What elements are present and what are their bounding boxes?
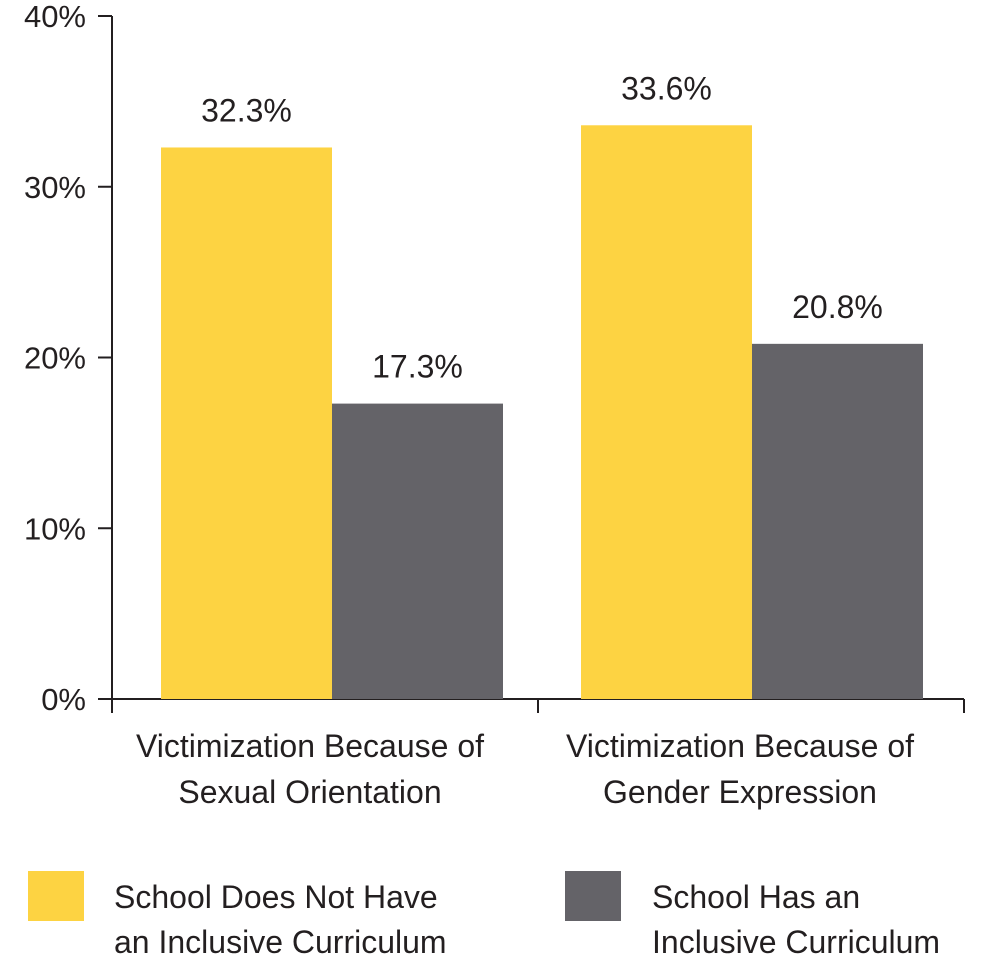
chart-bars (161, 125, 923, 700)
data-label: 33.6% (621, 70, 712, 106)
chart-data-labels: 32.3% 33.6% 17.3% 20.8% (201, 70, 883, 384)
chart-axes: 0% 10% 20% 30% 40% Victimization Because of Se… (24, 0, 965, 810)
chart-legend: School Does Not Have an Inclusive Curricu… (28, 871, 940, 960)
bar-inclusive-2 (752, 343, 923, 699)
x-category-label: Gender Expression (603, 774, 877, 810)
legend-label: School Has an (652, 879, 860, 915)
bar-inclusive-1 (332, 403, 503, 699)
legend-label: an Inclusive Curriculum (114, 924, 447, 960)
y-tick-label: 40% (24, 0, 86, 34)
legend-label: School Does Not Have (114, 879, 438, 915)
legend-swatch (28, 871, 84, 921)
bar-no-inclusive-2 (581, 125, 752, 699)
legend-swatch (565, 871, 621, 921)
x-category-label: Sexual Orientation (178, 774, 441, 810)
y-tick-label: 0% (41, 682, 86, 717)
y-tick-label: 10% (24, 511, 86, 546)
bar-no-inclusive-1 (161, 147, 332, 700)
data-label: 32.3% (201, 92, 292, 128)
legend-label: Inclusive Curriculum (652, 924, 940, 960)
x-category-label: Victimization Because of (566, 728, 914, 764)
x-category-label: Victimization Because of (136, 728, 484, 764)
data-label: 20.8% (792, 289, 883, 325)
y-tick-label: 30% (24, 170, 86, 205)
y-tick-label: 20% (24, 341, 86, 376)
data-label: 17.3% (372, 349, 463, 385)
